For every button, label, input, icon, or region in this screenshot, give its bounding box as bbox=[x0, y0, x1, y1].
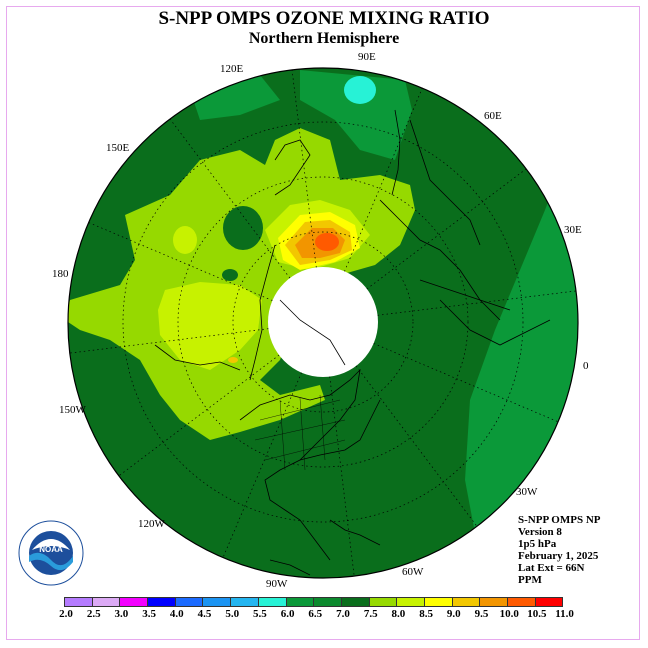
colorbar-swatch bbox=[451, 597, 481, 607]
colorbar-swatch bbox=[119, 597, 149, 607]
lon-label-30e: 30E bbox=[564, 224, 582, 236]
ozone-island-b bbox=[222, 269, 238, 281]
map-subtitle: Northern Hemisphere bbox=[248, 30, 400, 47]
ozone-contour-10-0 bbox=[315, 233, 339, 251]
noaa-logo: NOAA bbox=[18, 520, 84, 586]
lon-label-90w: 90W bbox=[266, 578, 288, 590]
colorbar-swatch bbox=[230, 597, 259, 607]
colorbar-swatch bbox=[507, 597, 536, 607]
colorbar-tick-label: 9.5 bbox=[474, 608, 489, 620]
lon-label-120e: 120E bbox=[220, 63, 244, 75]
admin-boundaries bbox=[254, 394, 346, 471]
colorbar-swatch bbox=[368, 597, 398, 607]
polar-night-hole bbox=[268, 267, 378, 377]
lon-label-150e: 150E bbox=[106, 142, 130, 154]
colorbar-tick-label: 10.5 bbox=[527, 608, 547, 620]
colorbar-swatch bbox=[340, 597, 370, 607]
lon-label-180: 180 bbox=[52, 268, 69, 280]
colorbar-swatch bbox=[174, 597, 204, 607]
meridian-line bbox=[291, 68, 317, 268]
map-boundary bbox=[67, 67, 579, 579]
latitude-circles bbox=[122, 121, 524, 523]
figure-frame bbox=[6, 6, 640, 640]
colorbar-swatch bbox=[285, 597, 315, 607]
ozone-island-a bbox=[223, 206, 263, 250]
colorbar-tick-label: 9.0 bbox=[446, 608, 461, 620]
colorbar-swatch bbox=[257, 597, 287, 607]
colorbar-swatch bbox=[423, 597, 453, 607]
colorbar-tick-label: 8.0 bbox=[391, 608, 406, 620]
colorbar-swatch bbox=[534, 597, 564, 607]
colorbar-tick-label: 4.0 bbox=[169, 608, 184, 620]
meridian-lines bbox=[69, 68, 577, 576]
colorbar-swatch bbox=[479, 597, 508, 607]
colorbar-tick-label: 3.5 bbox=[142, 608, 156, 620]
info-line: Version 8 bbox=[518, 526, 562, 538]
info-line: 1p5 hPa bbox=[518, 538, 557, 550]
colorbar-swatch bbox=[91, 597, 121, 607]
colorbar-tick-label: 6.0 bbox=[280, 608, 295, 620]
colorbar-swatch bbox=[313, 597, 342, 607]
ozone-contour-8-0-c bbox=[173, 226, 197, 254]
meridian-line bbox=[119, 354, 280, 476]
colorbar-tick-label: 5.5 bbox=[253, 608, 267, 620]
colorbar-tick-label: 3.0 bbox=[114, 608, 129, 620]
meridian-line bbox=[377, 290, 577, 316]
info-line: S-NPP OMPS NP bbox=[518, 514, 601, 526]
lon-label-60w: 60W bbox=[402, 566, 424, 578]
lon-label-150w: 150W bbox=[59, 404, 86, 416]
colorbar-tick-label: 11.0 bbox=[555, 608, 574, 620]
colorbar-tick-label: 7.5 bbox=[363, 608, 378, 620]
info-line: February 1, 2025 bbox=[518, 550, 599, 562]
ozone-contour-8-0-a bbox=[158, 282, 262, 370]
svg-text:NOAA: NOAA bbox=[39, 545, 63, 554]
colorbar-tick-label: 4.5 bbox=[197, 608, 212, 620]
meridian-line bbox=[223, 372, 302, 557]
lon-label-0: 0 bbox=[583, 360, 589, 372]
meridian-line bbox=[373, 343, 558, 422]
colorbar-tick-label: 2.0 bbox=[59, 608, 73, 620]
colorbar-swatch bbox=[202, 597, 232, 607]
colorbar-swatch bbox=[64, 597, 93, 607]
map-title: S-NPP OMPS OZONE MIXING RATIO bbox=[158, 8, 490, 29]
meridian-line bbox=[355, 365, 477, 526]
colorbar-swatch bbox=[147, 597, 176, 607]
colorbar-tick-label: 6.5 bbox=[308, 608, 323, 620]
ozone-contour-5-5 bbox=[344, 76, 376, 104]
meridian-line bbox=[88, 222, 273, 301]
info-line: PPM bbox=[518, 574, 542, 586]
colorbar-swatch bbox=[396, 597, 425, 607]
product-info: S-NPP OMPS NP Version 8 1p5 hPa February… bbox=[518, 514, 601, 586]
ozone-dot bbox=[228, 357, 238, 363]
lon-label-30w: 30W bbox=[516, 486, 538, 498]
lon-label-120w: 120W bbox=[138, 518, 165, 530]
colorbar-tick-label: 8.5 bbox=[419, 608, 433, 620]
ozone-contour-top-patch bbox=[300, 70, 412, 160]
lon-label-60e: 60E bbox=[484, 110, 502, 122]
coastlines bbox=[154, 109, 551, 576]
meridian-line bbox=[69, 328, 269, 354]
meridian-line bbox=[366, 168, 527, 290]
meridian-line bbox=[169, 118, 291, 279]
colorbar-tick-label: 5.0 bbox=[225, 608, 240, 620]
meridian-line bbox=[329, 376, 355, 576]
colorbar-tick-label: 7.0 bbox=[336, 608, 350, 620]
colorbar-tick-label: 10.0 bbox=[499, 608, 519, 620]
colorbar bbox=[64, 597, 564, 607]
lon-label-90e: 90E bbox=[358, 51, 376, 63]
colorbar-tick-label: 2.5 bbox=[86, 608, 101, 620]
meridian-line bbox=[344, 87, 423, 272]
info-line: Lat Ext = 66N bbox=[518, 562, 585, 574]
